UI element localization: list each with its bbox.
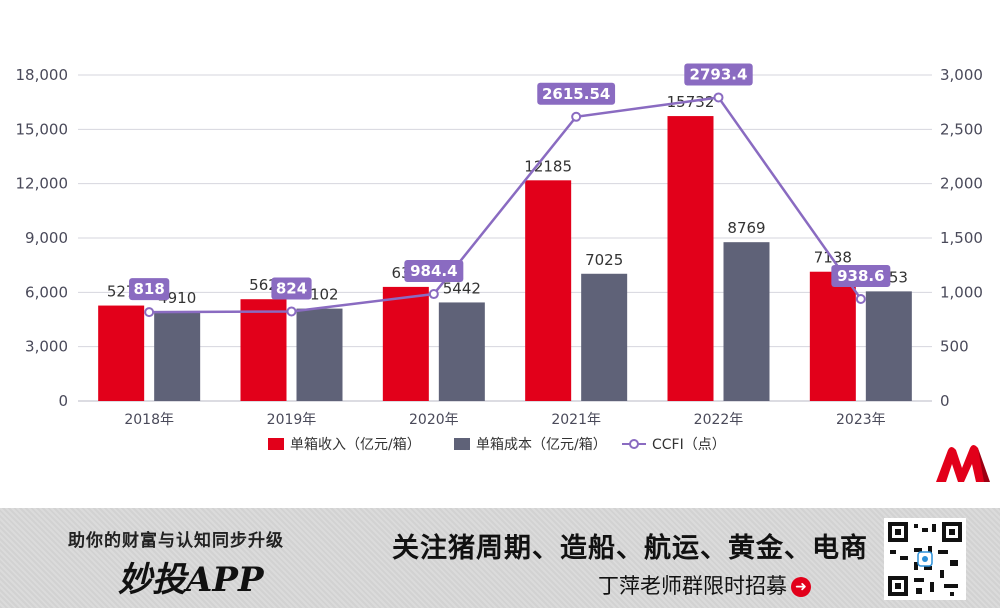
ccfi-label-box (129, 278, 170, 301)
x-tick-label: 2023年 (836, 412, 886, 428)
bar (154, 312, 201, 401)
ccfi-line (149, 96, 862, 314)
ccfi-point (428, 289, 439, 300)
bar (438, 302, 485, 401)
ccfi-data-label: 818 (134, 280, 165, 298)
bar (809, 271, 856, 401)
ccfi-point (571, 111, 582, 122)
ccfi-data-label: 2615.54 (542, 85, 610, 103)
ccfi-label-box (831, 265, 891, 288)
y-right-tick-label: 1,000 (940, 283, 983, 301)
legend-label: CCFI（点） (652, 437, 726, 453)
x-tick-label: 2019年 (267, 412, 317, 428)
ccfi-label-box (404, 260, 464, 283)
bar (296, 308, 343, 401)
y-right-tick-label: 1,500 (940, 229, 983, 247)
arrow-right-icon: ➜ (791, 577, 811, 597)
legend-swatch (268, 438, 284, 450)
footer-slogan: 助你的财富与认知同步升级 (68, 531, 284, 551)
bar (865, 291, 912, 401)
y-right-tick-label: 3,000 (940, 66, 983, 84)
bar-data-label: 562 (249, 276, 278, 294)
combo-chart: 0 3,000 6,000 9,000 12,000 15,000 18,000 0 500 1,… (16, 63, 990, 482)
y-right-tick-label: 0 (940, 392, 950, 410)
bar-data-label: 5442 (443, 279, 481, 297)
bar (723, 242, 770, 401)
y-left-tick-label: 18,000 (16, 66, 69, 84)
x-tick-label: 2018年 (124, 412, 174, 428)
footer-app-name[interactable]: 妙投APP (118, 560, 264, 600)
ccfi-label-box (537, 82, 616, 105)
ccfi-data-label: 984.4 (410, 262, 457, 280)
footer-recruit-text: 丁萍老师群限时招募 (598, 574, 787, 598)
bar (382, 286, 429, 401)
y-left-tick-label: 12,000 (16, 175, 69, 193)
ccfi-label-box (684, 63, 753, 86)
x-tick-label: 2021年 (551, 412, 601, 428)
x-tick-label: 2020年 (409, 412, 459, 428)
m-logo-icon (936, 445, 990, 482)
y-left-tick-label: 15,000 (16, 120, 69, 138)
bar (98, 305, 145, 401)
y-left-tick-label: 6,000 (25, 283, 68, 301)
ccfi-point (144, 307, 155, 318)
y-right-tick-label: 2,500 (940, 120, 983, 138)
bar-data-label: 527 (107, 283, 136, 301)
ccfi-label-box (271, 277, 312, 300)
legend-swatch (454, 438, 470, 450)
ccfi-data-label: 938.6 (837, 267, 884, 285)
bar-data-label: 8769 (727, 219, 765, 237)
bar-data-label: 12185 (524, 157, 572, 175)
x-tick-label: 2022年 (694, 412, 744, 428)
ccfi-point (713, 92, 724, 103)
ccfi-point (855, 294, 866, 305)
promo-footer: 助你的财富与认知同步升级 妙投APP 关注猪周期、造船、航运、黄金、电商 丁萍老… (0, 508, 1000, 608)
legend-marker (629, 439, 639, 449)
y-right-tick-label: 500 (940, 338, 969, 356)
bar-data-label: 7025 (585, 251, 623, 269)
ccfi-data-label: 824 (276, 279, 307, 297)
legend-label: 单箱收入（亿元/箱） (290, 437, 421, 453)
y-left-tick-label: 0 (58, 392, 68, 410)
bar (240, 299, 287, 401)
y-left-tick-label: 9,000 (25, 229, 68, 247)
bar (581, 273, 628, 401)
legend-label: 单箱成本（亿元/箱） (476, 437, 607, 453)
bar (667, 116, 714, 402)
footer-headline: 关注猪周期、造船、航运、黄金、电商 (392, 533, 868, 564)
bar (525, 180, 572, 401)
qr-code-icon (884, 518, 966, 600)
footer-recruit[interactable]: 丁萍老师群限时招募 ➜ (598, 570, 811, 600)
y-left-tick-label: 3,000 (25, 338, 68, 356)
ccfi-point (286, 306, 297, 317)
ccfi-data-label: 2793.4 (690, 65, 748, 83)
y-right-tick-label: 2,000 (940, 175, 983, 193)
